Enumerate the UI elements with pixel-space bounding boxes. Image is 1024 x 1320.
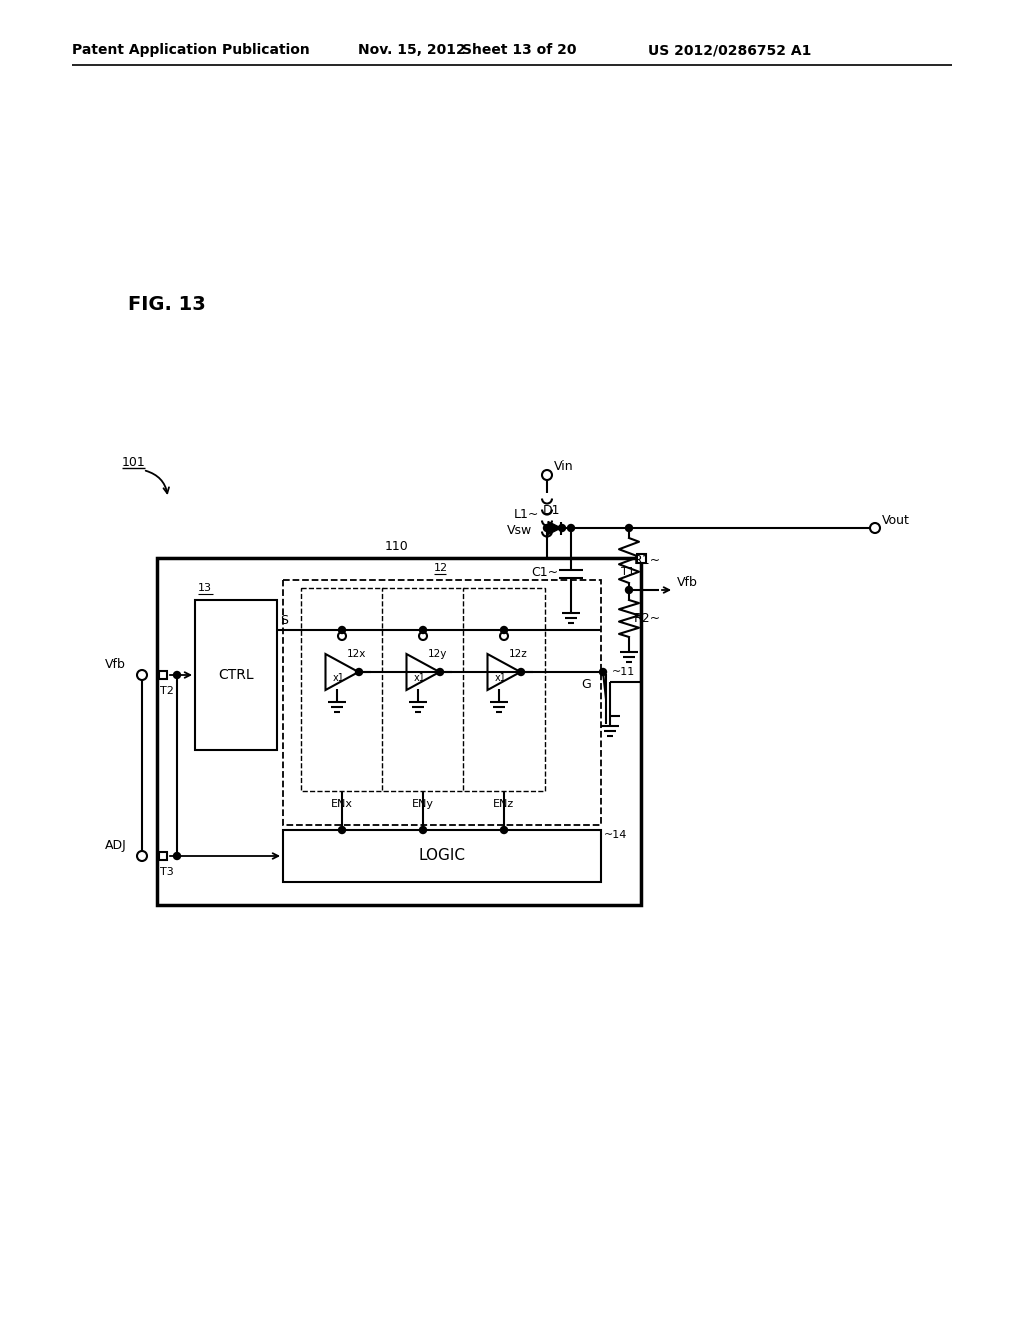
Text: CTRL: CTRL: [218, 668, 254, 682]
Text: ~11: ~11: [612, 667, 635, 677]
Text: Nov. 15, 2012: Nov. 15, 2012: [358, 44, 466, 57]
Circle shape: [599, 668, 606, 676]
Bar: [159, 851, 167, 861]
Polygon shape: [548, 521, 561, 535]
Circle shape: [626, 586, 633, 594]
Text: T2: T2: [160, 686, 174, 696]
Text: ~14: ~14: [604, 830, 628, 840]
Text: 12y: 12y: [428, 649, 447, 659]
Text: LOGIC: LOGIC: [419, 849, 466, 863]
Text: ADJ: ADJ: [105, 838, 127, 851]
Bar: [463, 587, 545, 791]
Circle shape: [173, 853, 180, 859]
Circle shape: [567, 524, 574, 532]
Text: FIG. 13: FIG. 13: [128, 296, 206, 314]
Text: x1: x1: [495, 673, 507, 682]
Circle shape: [420, 826, 427, 833]
Bar: [159, 671, 167, 678]
Bar: [157, 558, 641, 906]
Text: Vsw: Vsw: [507, 524, 532, 536]
Text: ENx: ENx: [331, 799, 353, 809]
Text: 13: 13: [198, 583, 212, 593]
Bar: [301, 587, 383, 791]
Circle shape: [626, 524, 633, 532]
Bar: [637, 553, 645, 562]
Circle shape: [338, 632, 346, 640]
Circle shape: [355, 668, 362, 676]
Text: 12z: 12z: [509, 649, 527, 659]
Text: 12: 12: [434, 564, 449, 573]
Text: S: S: [280, 614, 288, 627]
Circle shape: [542, 470, 552, 480]
Text: R2~: R2~: [634, 611, 662, 624]
Text: T1: T1: [621, 568, 635, 577]
Circle shape: [137, 851, 147, 861]
Text: T3: T3: [160, 867, 174, 876]
Circle shape: [500, 632, 508, 640]
Bar: [283, 579, 601, 825]
Text: US 2012/0286752 A1: US 2012/0286752 A1: [648, 44, 811, 57]
Circle shape: [339, 627, 345, 634]
Circle shape: [173, 672, 180, 678]
Text: ENz: ENz: [494, 799, 515, 809]
Text: x1: x1: [333, 673, 345, 682]
Text: 110: 110: [385, 540, 409, 553]
Circle shape: [517, 668, 524, 676]
Bar: [382, 587, 464, 791]
Text: 12x: 12x: [347, 649, 367, 659]
Text: Sheet 13 of 20: Sheet 13 of 20: [462, 44, 577, 57]
Text: Vfb: Vfb: [105, 657, 126, 671]
Bar: [195, 601, 278, 750]
Text: ENy: ENy: [412, 799, 434, 809]
Text: x1: x1: [414, 673, 426, 682]
Circle shape: [501, 826, 508, 833]
Circle shape: [544, 524, 551, 532]
Text: C1~: C1~: [531, 566, 558, 579]
Text: D1: D1: [543, 503, 560, 516]
Text: Patent Application Publication: Patent Application Publication: [72, 44, 309, 57]
Circle shape: [137, 671, 147, 680]
Text: 101: 101: [122, 455, 145, 469]
Bar: [283, 830, 601, 882]
Circle shape: [501, 627, 508, 634]
Circle shape: [420, 627, 427, 634]
Text: L1~: L1~: [514, 508, 540, 521]
Circle shape: [436, 668, 443, 676]
Circle shape: [558, 524, 565, 532]
Text: G: G: [581, 677, 591, 690]
Circle shape: [419, 632, 427, 640]
Text: Vfb: Vfb: [677, 576, 698, 589]
Text: Vout: Vout: [882, 513, 910, 527]
Text: R1~: R1~: [634, 553, 662, 566]
Circle shape: [339, 826, 345, 833]
Circle shape: [870, 523, 880, 533]
Text: Vin: Vin: [554, 461, 573, 474]
